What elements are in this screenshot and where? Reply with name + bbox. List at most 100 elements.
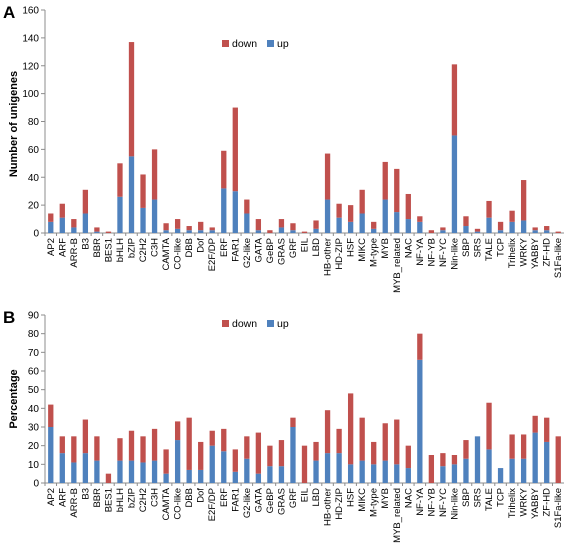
bar-down <box>405 445 411 469</box>
category-label: ZF-HD <box>542 238 553 267</box>
category-label: C3H <box>150 488 161 507</box>
category-label: Nin-like <box>449 488 460 520</box>
bar-down <box>313 220 319 229</box>
bar-down <box>382 161 388 200</box>
y-tick-label: 40 <box>28 173 40 184</box>
bar-up <box>48 427 54 483</box>
bar-down <box>255 432 262 474</box>
bar-down <box>186 226 192 231</box>
category-label: WRKY <box>519 237 530 266</box>
bar-down <box>486 200 492 218</box>
category-label: Trihelix <box>507 238 518 269</box>
bar-up <box>174 228 181 233</box>
panel-a: A Number of unigenes 0 20 40 60 80 100 120 140 1… <box>3 3 564 293</box>
bar-up <box>232 471 238 483</box>
bar-down <box>371 441 377 465</box>
bar-up <box>371 228 377 233</box>
bar-up <box>71 462 77 483</box>
bar-up <box>463 458 469 483</box>
category-label: AP2 <box>46 238 57 256</box>
bar-up <box>59 453 65 483</box>
bar-down <box>174 219 181 229</box>
bar-down <box>128 430 135 461</box>
category-label: M-type <box>369 238 380 267</box>
bar-down <box>48 404 54 427</box>
category-label: GATA <box>253 487 264 512</box>
bar-down <box>163 223 169 231</box>
bar-up <box>186 230 192 233</box>
bar-up <box>336 453 342 483</box>
category-label: SBP <box>461 238 472 257</box>
bar-down <box>301 445 308 483</box>
category-label: MIKC <box>357 238 368 262</box>
bar-down <box>198 221 204 231</box>
bar-down <box>509 210 515 222</box>
panel-b-letter: B <box>3 308 15 327</box>
bar-up <box>544 441 550 483</box>
legend-swatch-down <box>222 40 229 47</box>
bar-down <box>371 221 377 229</box>
bar-up <box>244 213 250 233</box>
bar-up <box>451 135 458 233</box>
bar-down <box>532 415 538 433</box>
bar-up <box>324 199 331 233</box>
category-label: GeBP <box>265 238 276 263</box>
category-label: LBD <box>311 238 322 257</box>
category-label: HB-other <box>323 488 334 526</box>
bar-down <box>232 107 238 192</box>
category-label: GRAS <box>276 238 287 265</box>
bar-down <box>278 440 285 467</box>
category-label: GRF <box>288 238 299 258</box>
bar-down <box>347 205 354 222</box>
category-label: HSF <box>346 488 357 507</box>
bar-up <box>174 440 181 483</box>
category-label: ARR-B <box>69 238 80 268</box>
y-tick-label: 60 <box>28 367 40 378</box>
bar-up <box>394 464 400 483</box>
category-label: G2-like <box>242 488 253 518</box>
category-label: HB-other <box>323 238 334 276</box>
y-tick-label: 20 <box>28 441 40 452</box>
bar-down <box>71 219 77 228</box>
bar-down <box>198 441 204 470</box>
bar-down <box>463 440 469 459</box>
category-label: GRAS <box>276 488 287 515</box>
bar-down <box>163 449 169 474</box>
bar-up <box>278 227 285 233</box>
category-label: E2F/DP <box>207 488 218 521</box>
bar-down <box>440 453 446 467</box>
bar-up <box>497 468 504 483</box>
category-label: C2H2 <box>138 488 149 512</box>
bar-up <box>347 464 354 483</box>
category-label: ZF-HD <box>542 488 553 517</box>
bar-down <box>463 216 469 227</box>
bar-down <box>140 436 146 463</box>
bar-up <box>221 188 227 233</box>
category-label: NF-YB <box>426 488 437 517</box>
bar-up <box>486 217 492 233</box>
category-label: EIL <box>300 238 311 252</box>
bar-up <box>394 212 400 233</box>
category-label: GATA <box>253 237 264 262</box>
category-label: B3 <box>80 488 91 500</box>
bar-down <box>117 163 123 197</box>
category-label: BES1 <box>103 488 114 512</box>
category-label: HSF <box>346 238 357 257</box>
category-label: SRS <box>473 488 484 508</box>
category-label: DBB <box>184 238 195 258</box>
y-tick-label: 100 <box>22 89 39 100</box>
bar-down <box>232 449 238 472</box>
category-label: TCP <box>496 238 507 257</box>
bar-down <box>301 231 308 233</box>
category-label: GRF <box>288 488 299 508</box>
bar-down <box>544 417 550 442</box>
category-label: TCP <box>496 488 507 507</box>
panel-b: B Percentage 0 10 20 30 40 50 60 70 80 90 AP2 ARF A… <box>3 308 564 543</box>
category-label: CO-like <box>173 238 184 270</box>
bar-down <box>59 436 65 454</box>
y-tick-label: 80 <box>28 117 40 128</box>
y-tick-label: 10 <box>28 460 40 471</box>
category-label: BES1 <box>103 238 114 262</box>
bar-down <box>440 227 446 231</box>
bar-up <box>313 460 319 483</box>
